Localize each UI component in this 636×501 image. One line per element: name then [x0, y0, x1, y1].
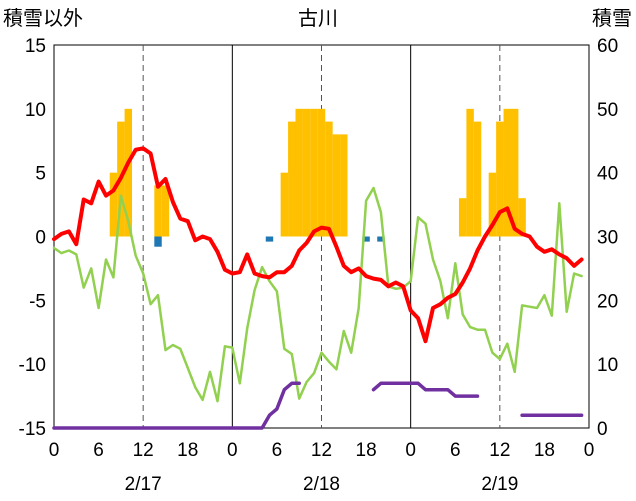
left-tick-label: 0: [35, 228, 46, 249]
right-tick-label: 0: [597, 419, 608, 440]
snowfall-bar: [161, 185, 170, 237]
precipitation-bar: [154, 236, 162, 247]
x-tick-label: 12: [489, 440, 510, 461]
snowfall-bar: [124, 108, 133, 237]
date-labels: 2/17 2/18 2/19: [125, 474, 519, 495]
snowfall-bar: [280, 172, 289, 237]
snowfall-bar: [473, 121, 482, 237]
snowfall-bar: [332, 134, 341, 237]
x-tick-label: 0: [227, 440, 238, 461]
left-axis-ticks: 15 10 5 0 -5 -10 -15: [19, 36, 46, 440]
snowfall-bar: [109, 172, 118, 237]
temperature-line: [52, 146, 584, 344]
snow-depth-line-1: [52, 381, 301, 430]
snowfall-bar: [325, 121, 333, 237]
left-tick-label: 10: [25, 100, 46, 121]
x-tick-label: 18: [534, 440, 555, 461]
right-axis-label: 積雪: [592, 7, 632, 30]
snowfall-bar: [310, 108, 318, 237]
x-tick-label: 12: [133, 440, 154, 461]
snowfall-bar: [302, 108, 311, 237]
right-tick-label: 50: [597, 100, 618, 121]
snowfall-bar: [288, 121, 296, 237]
wind-speed-line: [52, 186, 583, 403]
x-tick-label: 12: [311, 440, 332, 461]
snowfall-bar: [154, 185, 162, 237]
x-tick-label: 0: [584, 440, 595, 461]
right-tick-label: 40: [597, 164, 618, 185]
snow-depth-line-2: [371, 381, 480, 398]
snowfall-bar: [503, 108, 511, 237]
x-tick-label: 18: [177, 440, 198, 461]
date-label: 2/17: [125, 474, 162, 495]
left-axis-label: 積雪以外: [3, 7, 83, 30]
precipitation-bar: [362, 236, 370, 242]
snowfall-bar: [496, 121, 504, 237]
x-tick-label: 0: [405, 440, 416, 461]
chart-title: 古川: [298, 7, 338, 30]
right-tick-label: 20: [597, 291, 618, 312]
snowfall-bar: [510, 108, 519, 237]
x-tick-label: 18: [356, 440, 377, 461]
x-tick-label: 6: [272, 440, 283, 461]
x-tick-label: 6: [450, 440, 461, 461]
snowfall-bar: [488, 172, 497, 237]
left-tick-label: -10: [19, 355, 46, 376]
snowfall-bar: [340, 134, 348, 237]
line-series: [52, 146, 584, 430]
left-tick-label: -5: [29, 291, 46, 312]
snowfall-bar: [317, 108, 326, 237]
bar-series: [109, 108, 526, 247]
left-tick-label: -15: [19, 419, 46, 440]
x-tick-label: 0: [49, 440, 60, 461]
snowfall-bar: [518, 198, 526, 237]
x-axis-ticks: 0 6 12 18 0 6 12 18 0 6 12 18 0: [49, 440, 595, 461]
left-tick-label: 5: [35, 164, 46, 185]
date-label: 2/18: [303, 474, 340, 495]
right-axis-ticks: 60 50 40 30 20 10 0: [597, 36, 618, 440]
precipitation-bar: [265, 236, 274, 242]
right-tick-label: 10: [597, 355, 618, 376]
precipitation-bar: [377, 236, 385, 242]
x-tick-label: 6: [93, 440, 104, 461]
date-label: 2/19: [481, 474, 518, 495]
snowfall-bar: [295, 108, 303, 237]
snowfall-bar: [466, 108, 474, 237]
snowfall-bar: [458, 198, 467, 237]
right-tick-label: 60: [597, 36, 618, 57]
right-tick-label: 30: [597, 228, 618, 249]
left-tick-label: 15: [25, 36, 46, 57]
